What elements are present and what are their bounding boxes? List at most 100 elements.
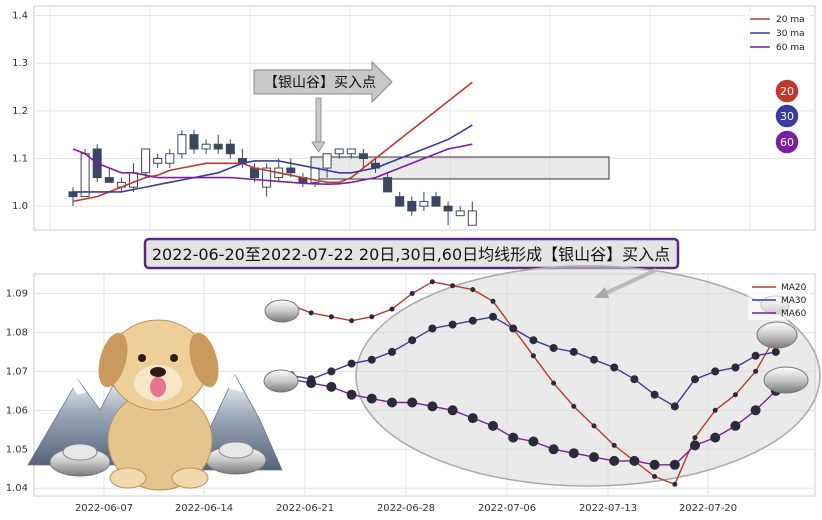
top-ytick-2: 1.2 <box>12 106 28 117</box>
point-MA30-24 <box>771 347 780 356</box>
candle-26 <box>383 172 393 193</box>
point-MA60-23 <box>750 405 761 416</box>
candle-27 <box>395 191 405 207</box>
buy-zone-box <box>310 156 610 180</box>
point-MA20-23 <box>753 368 759 374</box>
point-MA60-14 <box>568 448 579 459</box>
bot-xtick-0: 2022-06-07 <box>75 503 133 514</box>
bot-xtick-2: 2022-06-21 <box>276 503 334 514</box>
point-MA60-3 <box>346 389 357 400</box>
top-ytick-1: 1.1 <box>12 154 28 165</box>
candle-22 <box>334 148 344 159</box>
point-MA30-7 <box>428 324 437 333</box>
candle-8 <box>165 148 175 169</box>
bottom-legend: MA20 MA30 MA60 <box>748 280 810 320</box>
point-MA60-22 <box>730 420 741 431</box>
point-MA60-1 <box>306 378 317 389</box>
point-MA30-16 <box>610 363 619 372</box>
badge-20 <box>774 78 800 104</box>
ma-detail-panel: 1.041.051.061.071.081.09 2022-06-07 2022-… <box>6 265 821 514</box>
top-legend: 20 ma 30 ma 60 ma <box>745 12 811 56</box>
point-MA30-23 <box>751 351 760 360</box>
candle-21 <box>322 153 332 178</box>
badge-60 <box>774 129 800 155</box>
legend-MA30: MA30 <box>781 296 807 306</box>
badge-30 <box>774 103 800 129</box>
point-MA60-9 <box>467 413 478 424</box>
point-MA60-5 <box>387 397 397 408</box>
bot-ytick-3: 1.07 <box>6 366 28 377</box>
bot-xtick-4: 2022-07-06 <box>478 503 536 514</box>
point-MA30-3 <box>347 359 356 368</box>
point-MA30-18 <box>650 390 659 399</box>
badge-20-label: 20 <box>780 85 794 98</box>
point-MA20-6 <box>409 291 415 296</box>
candle-31 <box>443 201 453 226</box>
candle-3 <box>104 168 114 183</box>
ellipse-pointer-arrow <box>594 268 657 298</box>
bot-ytick-4: 1.08 <box>6 327 28 338</box>
banner-text: 2022-06-20至2022-07-22 20日,30日,60日均线形成【银山… <box>152 245 670 264</box>
point-MA20-8 <box>450 283 456 289</box>
top-ytick-0: 1.0 <box>12 201 28 212</box>
bot-xtick-6: 2022-07-20 <box>679 503 737 514</box>
point-MA20-22 <box>732 392 738 398</box>
top-line-60ma <box>72 143 473 186</box>
point-MA20-16 <box>611 442 617 448</box>
point-MA30-9 <box>468 316 477 325</box>
point-MA30-5 <box>388 347 396 356</box>
candlestick-panel: 1.0 1.1 1.2 1.3 1.4 【银山谷】买入点 20 ma 30 ma 60 … <box>12 5 816 231</box>
candle-30 <box>431 191 441 207</box>
bot-xtick-1: 2022-06-14 <box>175 503 233 514</box>
legend-ma20: 20 ma <box>776 15 805 25</box>
point-MA20-9 <box>470 287 476 293</box>
top-ytick-3: 1.3 <box>12 58 28 69</box>
point-MA60-19 <box>669 459 680 470</box>
point-MA20-15 <box>591 423 597 429</box>
bot-ytick-1: 1.05 <box>6 444 28 455</box>
bot-xtick-5: 2022-07-13 <box>579 503 637 514</box>
point-MA30-10 <box>489 312 497 321</box>
ma-lines-top <box>72 81 473 203</box>
point-MA20-1 <box>308 310 314 316</box>
dog-illustration <box>98 319 219 491</box>
candle-33 <box>467 201 477 226</box>
point-MA30-22 <box>731 363 740 372</box>
point-MA30-13 <box>549 344 558 352</box>
legend-ma60: 60 ma <box>776 43 805 53</box>
badge-30-label: 30 <box>780 110 794 123</box>
point-MA60-18 <box>649 459 660 470</box>
ma-lines-bottom <box>286 279 781 487</box>
point-MA30-8 <box>448 320 457 329</box>
point-MA30-19 <box>670 402 679 411</box>
point-MA60-2 <box>326 381 337 392</box>
point-MA20-13 <box>551 380 557 386</box>
point-MA60-7 <box>427 401 438 412</box>
top-line-20ma <box>72 81 473 203</box>
callout-arrow: 【银山谷】买入点 <box>253 60 393 153</box>
point-MA60-17 <box>629 455 640 466</box>
point-MA60-10 <box>488 420 498 431</box>
bottom-x-axis: 2022-06-07 2022-06-14 2022-06-21 2022-06-28… <box>75 503 737 514</box>
candles <box>68 129 477 226</box>
point-MA20-19 <box>672 481 678 487</box>
top-ytick-4: 1.4 <box>12 11 28 22</box>
candle-29 <box>419 191 429 211</box>
point-MA20-12 <box>530 353 536 359</box>
bot-xtick-3: 2022-06-28 <box>377 503 435 514</box>
candle-28 <box>407 196 417 216</box>
point-MA20-5 <box>389 306 395 312</box>
point-MA60-13 <box>548 444 559 455</box>
point-MA60-21 <box>710 432 721 443</box>
ma-end-badges: 20 30 60 <box>774 78 800 155</box>
legend-MA60: MA60 <box>781 309 807 319</box>
point-MA60-20 <box>690 440 700 451</box>
candle-13 <box>225 139 235 159</box>
point-MA60-4 <box>366 393 377 404</box>
legend-ma30: 30 ma <box>776 29 805 39</box>
top-y-axis: 1.0 1.1 1.2 1.3 1.4 <box>12 11 28 213</box>
point-MA30-6 <box>408 336 417 345</box>
legend-MA20: MA20 <box>781 283 807 293</box>
candle-12 <box>213 134 223 154</box>
